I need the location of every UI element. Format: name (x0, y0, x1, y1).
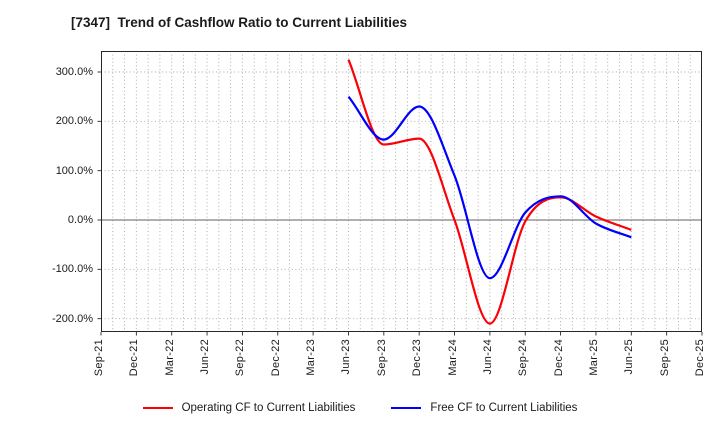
x-tick-label: Jun-24 (481, 339, 494, 375)
chart-title: [7347] Trend of Cashflow Ratio to Curren… (71, 15, 408, 30)
x-tick-label: Mar-22 (163, 339, 176, 376)
legend-label: Free CF to Current Liabilities (430, 402, 578, 414)
x-tick-label: Sep-23 (375, 339, 388, 377)
legend: Operating CF to Current Liabilities Free … (0, 402, 720, 414)
x-tick-label: Jun-25 (623, 339, 636, 375)
series-line-operating-cf (347, 59, 632, 325)
x-tick-label: Mar-24 (446, 339, 459, 376)
plot-area (97, 51, 703, 336)
x-tick-label: Sep-24 (517, 339, 530, 377)
x-tick-label: Dec-25 (694, 339, 706, 377)
legend-swatch-operating-cf (142, 406, 173, 410)
legend-label: Operating CF to Current Liabilities (181, 402, 356, 414)
y-tick-label: 100.0% (55, 164, 93, 177)
x-tick-label: Dec-23 (411, 339, 424, 377)
y-tick-label: -200.0% (52, 312, 93, 325)
legend-item: Operating CF to Current Liabilities (142, 402, 356, 414)
x-tick-label: Jun-23 (340, 339, 353, 375)
plot-border (101, 51, 702, 332)
x-tick-label: Mar-25 (587, 339, 600, 376)
y-tick-label: 0.0% (67, 214, 93, 226)
x-tick-label: Mar-23 (305, 339, 318, 376)
y-tick-label: 300.0% (55, 66, 93, 78)
y-tick-label: 200.0% (55, 115, 93, 128)
x-tick-label: Sep-21 (93, 339, 105, 377)
x-tick-label: Jun-22 (199, 339, 212, 375)
x-tick-label: Dec-22 (269, 339, 282, 377)
x-tick-label: Dec-21 (128, 339, 141, 377)
x-tick-label: Sep-25 (658, 339, 671, 377)
x-tick-label: Sep-22 (234, 339, 247, 377)
x-tick-label: Dec-24 (552, 339, 565, 377)
legend-swatch-free-cf (391, 406, 422, 410)
legend-item: Free CF to Current Liabilities (391, 402, 577, 414)
series-line-free-cf (347, 96, 632, 280)
y-tick-label: -100.0% (52, 263, 93, 276)
